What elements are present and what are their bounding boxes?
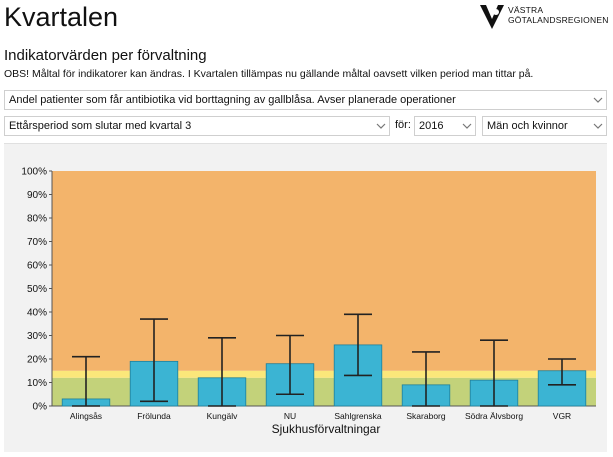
x-tick-label: Skaraborg	[406, 411, 445, 421]
vgr-logo: VÄSTRA GÖTALANDSREGIONEN	[478, 3, 610, 33]
y-tick-label: 30%	[27, 331, 47, 342]
chevron-down-icon[interactable]	[373, 117, 389, 135]
y-tick-label: 20%	[27, 355, 47, 366]
indicator-bar-chart: 0% 10% 20% 30% 40% 50% 60% 70% 80% 90% 100% Alings…	[21, 167, 596, 436]
y-tick-label: 90%	[27, 190, 47, 201]
chevron-down-icon[interactable]	[590, 117, 606, 135]
target-note: OBS! Måltal för indikatorer kan ändras. …	[4, 68, 534, 80]
for-label: för:	[395, 119, 411, 131]
indicator-select-value: Andel patienter som får antibiotika vid …	[9, 94, 456, 106]
gender-select-value: Män och kvinnor	[487, 120, 568, 132]
section-title: Indikatorvärden per förvaltning	[4, 47, 207, 64]
chart-panel: 0% 10% 20% 30% 40% 50% 60% 70% 80% 90% 100% Alings…	[4, 143, 607, 452]
x-tick-label: Sahlgrenska	[334, 411, 382, 421]
target-zone-1	[52, 370, 596, 378]
vgr-logo-icon	[480, 5, 504, 29]
indicator-select[interactable]: Andel patienter som får antibiotika vid …	[4, 90, 607, 110]
target-zone-2	[52, 171, 596, 371]
y-tick-label: 100%	[21, 167, 47, 178]
y-tick-label: 70%	[27, 237, 47, 248]
gender-select[interactable]: Män och kvinnor	[482, 116, 607, 136]
chevron-down-icon[interactable]	[590, 91, 606, 109]
x-tick-label: Alingsås	[70, 411, 102, 421]
year-select-value: 2016	[419, 120, 444, 132]
x-tick-label: Kungälv	[207, 411, 238, 421]
x-tick-label: Frölunda	[137, 411, 171, 421]
y-tick-label: 0%	[33, 402, 48, 413]
app-title: Kvartalen	[4, 2, 119, 32]
y-tick-label: 40%	[27, 308, 47, 319]
y-tick-label: 50%	[27, 284, 47, 295]
period-select-value: Ettårsperiod som slutar med kvartal 3	[9, 120, 192, 132]
year-select[interactable]: 2016	[414, 116, 476, 136]
logo-line2: GÖTALANDSREGIONEN	[508, 15, 609, 25]
y-tick-label: 60%	[27, 261, 47, 272]
x-tick-label: Södra Älvsborg	[465, 411, 523, 421]
x-tick-label: NU	[284, 411, 296, 421]
y-tick-label: 80%	[27, 214, 47, 225]
x-axis-title: Sjukhusförvaltningar	[272, 422, 381, 436]
logo-line1: VÄSTRA	[508, 5, 544, 15]
period-select[interactable]: Ettårsperiod som slutar med kvartal 3	[4, 116, 390, 136]
y-tick-label: 10%	[27, 378, 47, 389]
x-tick-label: VGR	[553, 411, 571, 421]
chevron-down-icon[interactable]	[459, 117, 475, 135]
